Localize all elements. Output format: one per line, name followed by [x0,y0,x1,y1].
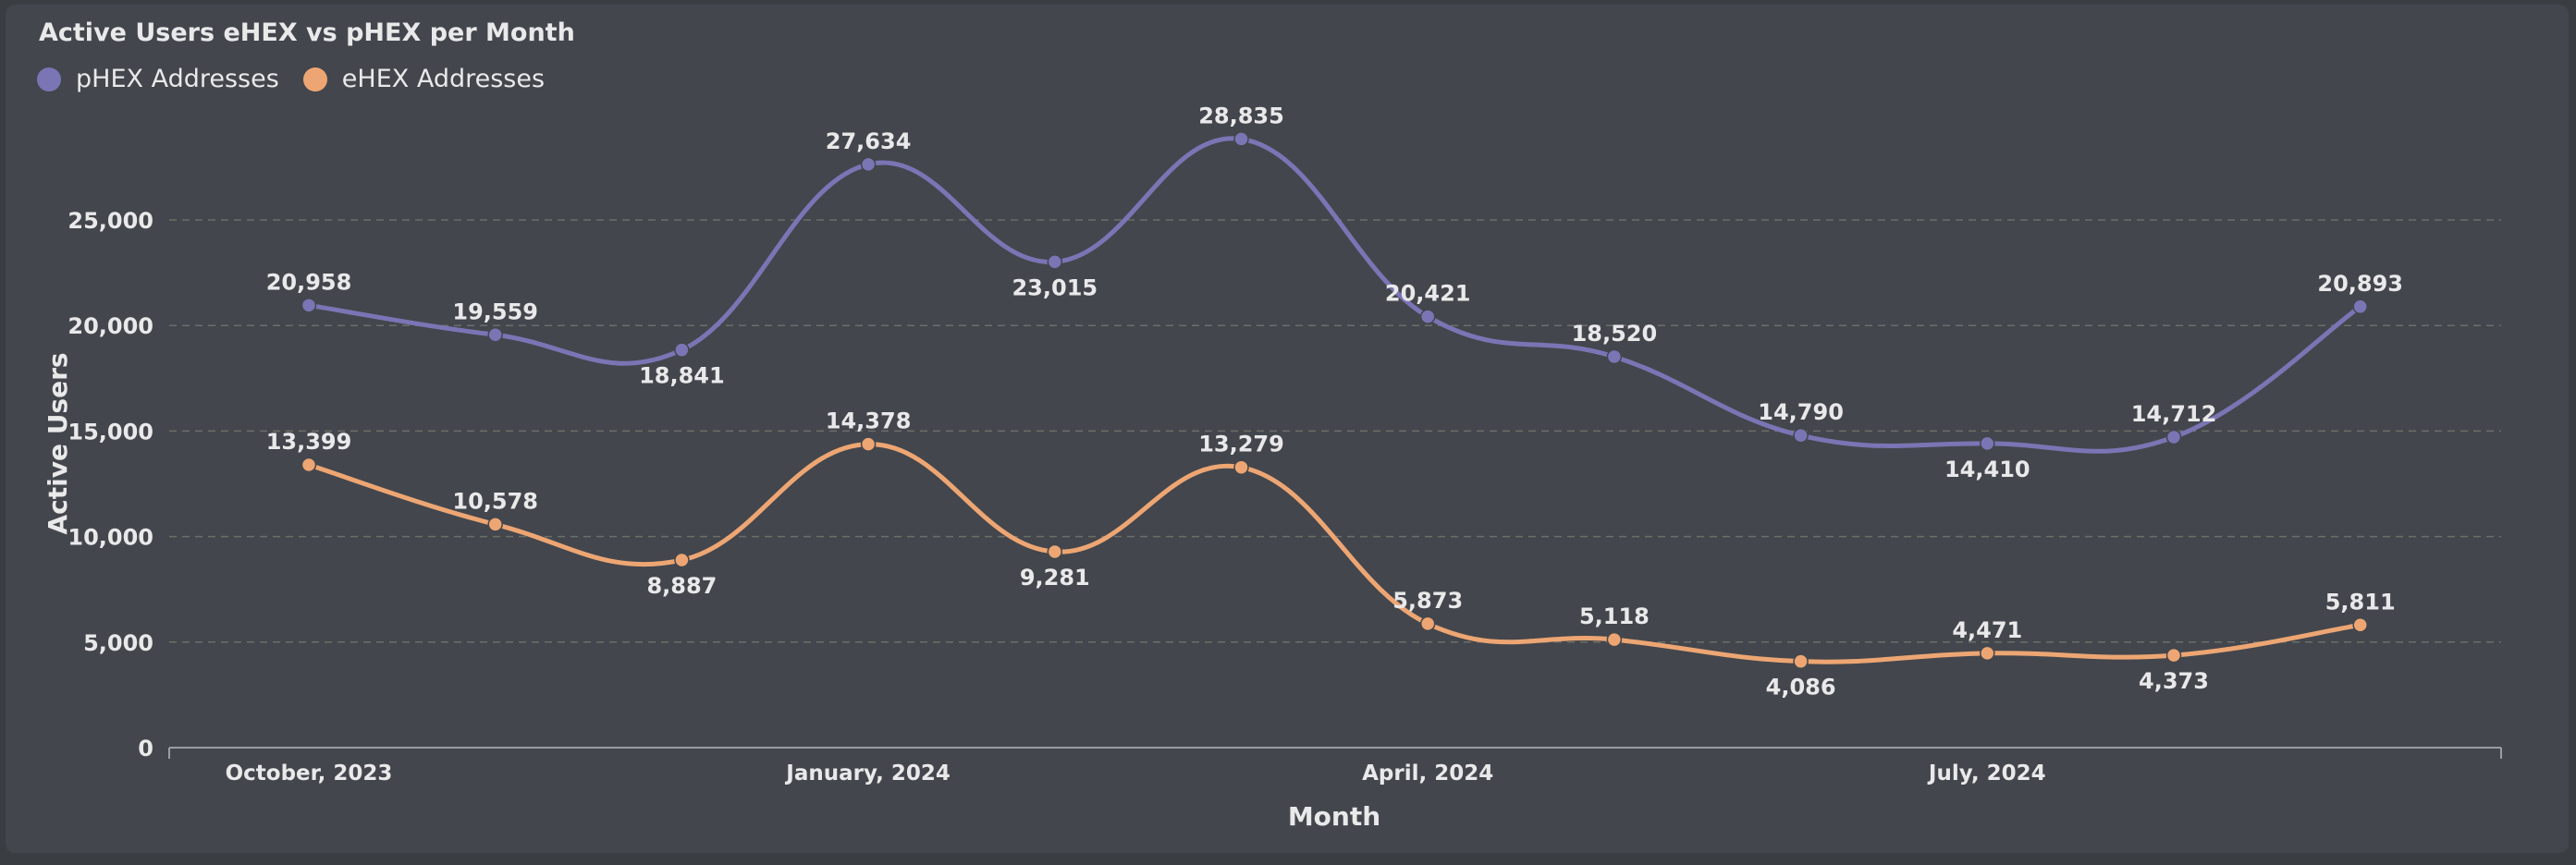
data-point-phex [1606,348,1623,365]
data-label-ehex: 5,873 [1392,588,1463,614]
data-labels: 20,958 19,559 18,841 27,634 23,015 28,835 20,4… [266,103,2403,700]
data-point-ehex [1233,459,1249,475]
series-line-phex [306,136,2363,454]
data-label-phex: 14,712 [2131,401,2217,427]
y-tick-label: 25,000 [67,208,153,234]
data-point-ehex [1980,645,1995,662]
x-tick-label: July, 2024 [1927,761,2046,786]
data-point-phex [1793,427,1809,444]
data-label-phex: 19,559 [452,298,538,324]
x-tick-label: October, 2023 [226,761,393,786]
y-tick-label: 10,000 [67,525,153,551]
data-label-phex: 14,790 [1758,399,1844,425]
data-label-ehex: 5,118 [1579,603,1650,629]
data-point-phex [674,342,690,358]
y-tick-label: 20,000 [67,313,153,339]
data-point-phex [1419,309,1436,324]
data-point-phex [2165,429,2182,445]
data-label-ehex: 5,811 [2325,589,2396,615]
legend-dot-phex-icon [37,67,61,91]
data-point-ehex [487,517,503,532]
x-axis: October, 2023 January, 2024 April, 2024 Jul… [168,747,2502,786]
data-label-ehex: 10,578 [452,488,538,514]
data-label-ehex: 13,279 [1198,432,1284,457]
y-tick-label: 15,000 [67,419,153,445]
gridlines [169,219,2501,643]
data-label-phex: 20,958 [266,269,352,295]
data-label-ehex: 13,399 [266,429,352,455]
data-label-ehex: 9,281 [1020,565,1090,591]
data-point-ehex [1793,653,1809,669]
y-axis-title: Active Users [43,352,73,534]
data-point-ehex [1419,615,1436,632]
data-point-phex [1233,131,1249,147]
data-label-phex: 27,634 [826,128,912,154]
data-label-phex: 18,520 [1572,321,1658,347]
data-label-phex: 14,410 [1944,457,2030,482]
data-label-phex: 23,015 [1012,274,1098,300]
legend-label-ehex: eHEX Addresses [341,65,546,93]
data-point-phex [301,298,317,313]
y-axis: 0 5,000 10,000 15,000 20,000 25,000 [67,208,153,761]
chart-card [6,5,2569,853]
data-label-phex: 20,421 [1385,281,1471,307]
data-label-ehex: 4,471 [1952,617,2022,643]
series-points [301,131,2368,669]
legend-item-ehex[interactable]: eHEX Addresses [302,65,546,93]
data-label-ehex: 4,086 [1766,675,1836,701]
series-lines [306,136,2363,664]
data-point-phex [860,156,877,173]
data-label-ehex: 8,887 [646,573,717,599]
data-point-ehex [1606,631,1623,648]
data-point-ehex [674,552,690,568]
x-tick-label: January, 2024 [784,761,951,786]
chart-legend: pHEX Addresses eHEX Addresses [37,65,545,93]
data-label-ehex: 4,373 [2139,668,2209,694]
data-label-phex: 18,841 [639,363,725,389]
series-line-ehex [306,442,2363,664]
data-point-phex [1047,254,1063,270]
data-point-phex [487,327,503,343]
chart-title: Active Users eHEX vs pHEX per Month [39,18,575,47]
y-tick-label: 5,000 [83,630,153,656]
legend-item-phex[interactable]: pHEX Addresses [37,65,279,93]
data-label-ehex: 14,378 [826,408,912,434]
legend-dot-ehex-icon [302,67,327,91]
x-tick-label: April, 2024 [1362,761,1493,786]
data-label-phex: 28,835 [1198,103,1284,128]
data-point-phex [2352,298,2368,315]
legend-label-phex: pHEX Addresses [76,65,279,93]
data-point-ehex [1047,543,1063,560]
data-point-ehex [301,457,317,473]
data-point-ehex [2165,647,2182,664]
data-point-ehex [860,436,877,452]
data-label-phex: 20,893 [2317,271,2403,297]
x-axis-title: Month [1288,801,1380,832]
data-point-ehex [2352,617,2368,633]
data-point-phex [1980,435,1995,452]
y-tick-label: 0 [138,736,153,761]
